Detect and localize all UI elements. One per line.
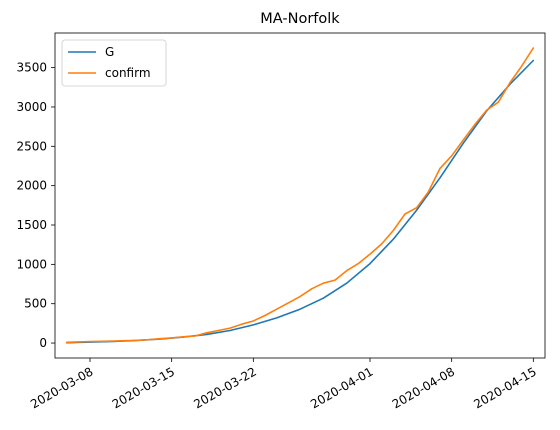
x-tick-label: 2020-04-15: [471, 364, 538, 411]
series-layer: [65, 47, 535, 344]
x-tick-label: 2020-03-22: [191, 364, 258, 411]
series-line-confirm: [65, 47, 535, 344]
y-tick-label: 3500: [16, 61, 47, 75]
legend-label-confirm: confirm: [105, 66, 151, 80]
y-tick-label: 500: [24, 297, 47, 311]
y-tick-label: 2500: [16, 139, 47, 153]
x-tick-label: 2020-03-15: [110, 364, 177, 411]
x-axis: 2020-03-08 2020-03-15 2020-03-22 2020-04-01…: [28, 358, 539, 411]
series-line-g: [65, 59, 535, 344]
y-tick-label: 1000: [16, 257, 47, 271]
y-tick-label: 3000: [16, 100, 47, 114]
y-tick-label: 1500: [16, 218, 47, 232]
legend-label-g: G: [105, 45, 114, 59]
y-tick-label: 0: [39, 336, 47, 350]
y-axis: 0 500 1000 1500 2000 2500 3000 3500: [16, 61, 55, 350]
plot-area-frame: [54, 32, 546, 359]
y-tick-label: 2000: [16, 179, 47, 193]
x-tick-label: 2020-04-08: [390, 364, 457, 411]
x-tick-label: 2020-03-08: [28, 364, 95, 411]
chart-title: MA-Norfolk: [260, 11, 340, 27]
x-tick-label: 2020-04-01: [308, 364, 375, 411]
